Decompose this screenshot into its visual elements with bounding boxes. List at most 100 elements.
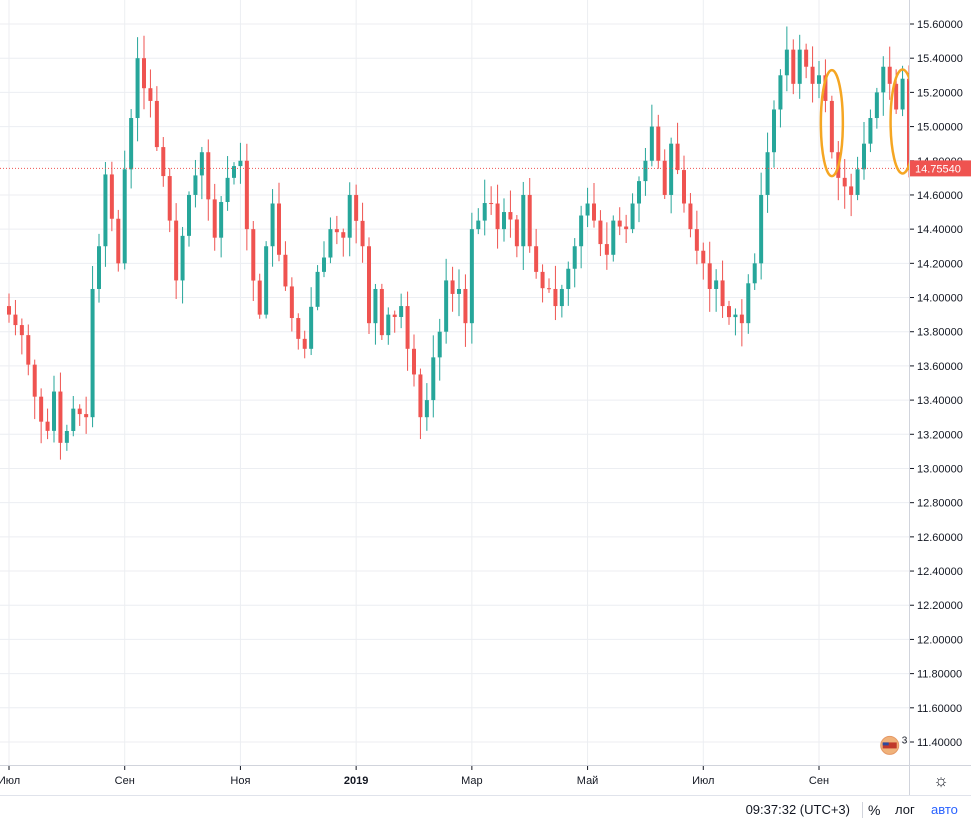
time-scale[interactable]: ИюлСенНоя2019МарМайИюлСенНоя <box>0 765 945 795</box>
candle <box>13 299 18 336</box>
candle <box>784 26 789 92</box>
candle-body <box>238 160 243 167</box>
candle <box>682 155 686 213</box>
candle <box>733 308 738 336</box>
candle-body <box>7 306 11 315</box>
candle-body <box>675 143 680 171</box>
price-scale[interactable]: 15.6000015.4000015.2000015.0000014.80000… <box>909 0 971 765</box>
candle <box>849 173 854 217</box>
candle <box>283 241 288 291</box>
candle-body <box>122 169 127 264</box>
candles <box>7 26 911 460</box>
candle <box>900 65 905 117</box>
candle <box>482 179 487 236</box>
price-tick-label: 14.20000 <box>917 258 963 270</box>
candle <box>244 143 249 251</box>
candle <box>360 202 365 263</box>
candle-body <box>778 75 783 110</box>
candle-body <box>752 263 757 284</box>
candle-body <box>630 203 635 230</box>
candle-body <box>154 100 159 148</box>
price-tick-label: 12.20000 <box>917 600 963 612</box>
candle-body <box>810 66 815 84</box>
candle <box>174 203 179 299</box>
candle-body <box>386 314 391 336</box>
candle <box>662 149 667 200</box>
candle <box>592 183 596 228</box>
candle <box>270 189 275 267</box>
candle-body <box>193 175 198 195</box>
log-scale-toggle[interactable]: лог <box>895 802 915 817</box>
candle-body <box>13 314 18 326</box>
price-tick-label: 15.40000 <box>917 53 963 65</box>
candle <box>579 205 584 269</box>
candle-body <box>694 229 699 251</box>
candle <box>367 237 371 334</box>
time-tick-label: Май <box>577 775 599 787</box>
candle-body <box>251 229 256 281</box>
candle <box>714 269 719 312</box>
candle-body <box>174 220 179 281</box>
candle-body <box>656 126 661 161</box>
price-tick-label: 13.00000 <box>917 463 963 475</box>
candle-body <box>476 220 481 230</box>
price-tick-label: 12.80000 <box>917 498 963 510</box>
price-tick-label: 11.60000 <box>917 703 962 715</box>
candle <box>611 215 616 262</box>
price-tick-label: 15.20000 <box>917 87 963 99</box>
candle-body <box>804 49 809 67</box>
last-price-label: 14.75540 <box>915 163 961 175</box>
candle-body <box>264 246 269 315</box>
candle <box>71 395 76 437</box>
candle-body <box>309 306 314 349</box>
candle-body <box>232 166 236 178</box>
candle <box>257 273 262 319</box>
annotation-ellipse-1[interactable] <box>819 68 845 178</box>
candle <box>675 122 680 175</box>
candle-body <box>412 348 416 375</box>
candle-body <box>823 75 828 101</box>
candle <box>309 287 314 356</box>
chart-canvas[interactable]: 3 <box>0 0 936 765</box>
candle <box>502 198 506 242</box>
candle <box>392 310 397 333</box>
candle-body <box>579 215 584 247</box>
candle <box>199 146 204 200</box>
auto-scale-toggle[interactable]: авто <box>931 802 958 817</box>
candle <box>148 69 153 118</box>
clock-display[interactable]: 09:37:32 (UTC+3) <box>746 802 863 818</box>
price-tick-label: 13.80000 <box>917 327 963 339</box>
candle <box>7 293 11 323</box>
candle <box>566 261 571 306</box>
percent-scale-toggle[interactable]: % <box>868 802 881 818</box>
candle-body <box>585 203 590 216</box>
watermark-text: 3 <box>902 735 908 746</box>
candle-body <box>894 83 899 110</box>
candle <box>688 193 693 238</box>
candle <box>476 208 481 235</box>
candle <box>289 277 294 332</box>
candle-body <box>720 280 725 307</box>
candle-body <box>772 109 776 153</box>
candle <box>418 368 423 440</box>
candle-body <box>296 318 301 339</box>
candle-body <box>32 364 37 397</box>
candle <box>553 265 558 321</box>
candle <box>778 69 783 128</box>
candle <box>540 264 545 303</box>
candle-body <box>97 246 101 289</box>
price-scale-canvas: 15.6000015.4000015.2000015.0000014.80000… <box>910 19 971 749</box>
gear-icon[interactable]: ☼ <box>909 765 971 795</box>
candle <box>649 104 654 167</box>
time-tick-label: Июл <box>0 775 20 787</box>
chart-pane[interactable]: 3 <box>0 0 936 765</box>
candle <box>19 318 24 355</box>
candle-body <box>611 220 616 255</box>
candle <box>534 228 539 279</box>
annotation-ellipse-2[interactable] <box>889 68 916 175</box>
candle <box>759 172 764 280</box>
candle <box>109 161 114 232</box>
candle-body <box>900 78 905 110</box>
candle <box>84 396 89 434</box>
bottom-toolbar: 09:37:32 (UTC+3) % лог авто <box>0 795 971 823</box>
